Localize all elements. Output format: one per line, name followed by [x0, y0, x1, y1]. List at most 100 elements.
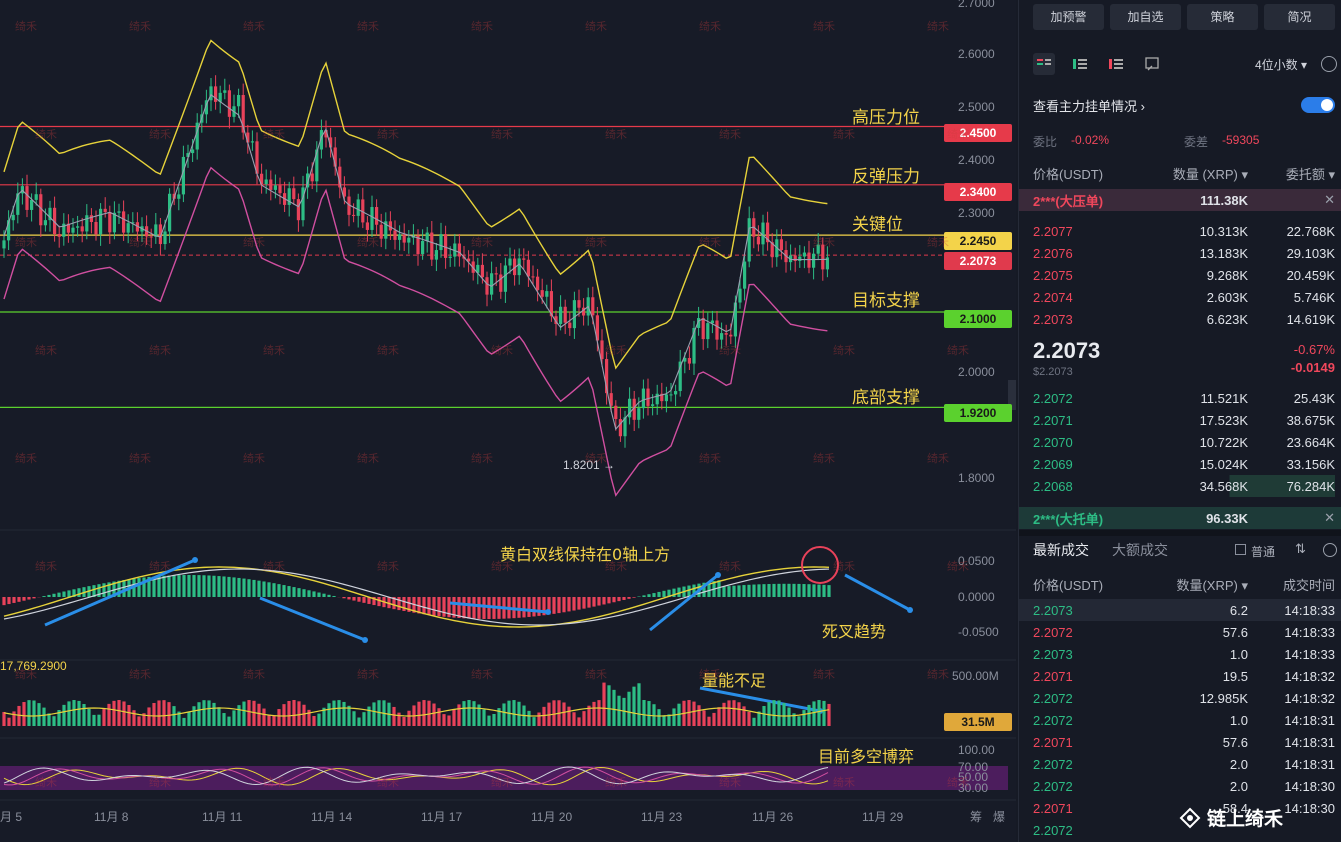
price-tick: 2.0000	[958, 365, 995, 379]
candle-body	[733, 302, 737, 337]
volume-bar	[82, 704, 86, 726]
macd-bar	[622, 597, 626, 600]
volume-left-value: 17,769.2900	[0, 659, 67, 673]
strategy-button[interactable]: 策略	[1187, 4, 1258, 30]
popout-icon[interactable]	[1141, 53, 1163, 75]
volume-bar	[427, 700, 431, 726]
overview-button[interactable]: 简况	[1264, 4, 1335, 30]
big-bid-row[interactable]: 2***(大托单) 96.33K ✕	[1019, 507, 1341, 529]
add-alert-button[interactable]: 加预警	[1033, 4, 1104, 30]
normal-checkbox[interactable]	[1235, 544, 1246, 555]
macd-bar	[742, 585, 746, 597]
macd-bar	[307, 590, 311, 597]
trade-price: 2.2072	[1033, 690, 1073, 706]
main-orders-toggle[interactable]	[1301, 97, 1335, 113]
trade-row: 2.2071 19.5 14:18:32	[1033, 665, 1335, 687]
bid-row[interactable]: 2.2069 15.024K 33.156K	[1033, 453, 1335, 475]
trade-row: 2.2072 2.0 14:18:30	[1033, 775, 1335, 797]
bid-row[interactable]: 2.2070 10.722K 23.664K	[1033, 431, 1335, 453]
trade-col-qty[interactable]: 数量(XRP) ▾	[1176, 577, 1248, 593]
macd-bar	[652, 593, 656, 597]
candlestick-chart[interactable]	[0, 0, 1016, 842]
settings-icon[interactable]	[1321, 56, 1337, 72]
macd-bar	[302, 589, 306, 597]
trade-qty: 1.0	[1229, 646, 1248, 662]
macd-bar	[277, 584, 281, 597]
volume-bar	[332, 700, 336, 726]
volume-bar	[462, 701, 466, 726]
candle-body	[508, 258, 512, 266]
candle-body	[517, 258, 521, 276]
volume-bar	[317, 713, 321, 726]
macd-bar	[562, 597, 566, 613]
level-label-target-support: 目标支撑	[852, 291, 920, 311]
volume-bar	[242, 701, 246, 726]
volume-bar	[777, 700, 781, 726]
candle-body	[25, 186, 29, 210]
volume-bar	[642, 700, 646, 726]
bid-row[interactable]: 2.2072 11.521K 25.43K	[1033, 387, 1335, 409]
tab-large-trades[interactable]: 大额成交	[1112, 542, 1168, 558]
close-icon[interactable]: ✕	[1324, 192, 1335, 207]
col-qty-header-label: 数量 (XRP)	[1172, 166, 1238, 182]
big-ask-row[interactable]: 2***(大压单) 111.38K ✕	[1019, 189, 1341, 211]
settings-icon[interactable]	[1323, 543, 1337, 557]
volume-bar	[297, 701, 301, 726]
orderbook-both-icon[interactable]	[1033, 53, 1055, 75]
candle-body	[421, 240, 425, 255]
trade-col-price: 价格(USDT)	[1033, 577, 1104, 593]
filter-icon[interactable]: ⇅	[1295, 541, 1306, 556]
volume-bar	[757, 711, 761, 726]
bid-row[interactable]: 2.2071 17.523K 38.675K	[1033, 409, 1335, 431]
bid-row[interactable]: 2.2068 34.568K 76.284K	[1033, 475, 1335, 497]
liquidation-button[interactable]: 爆	[993, 810, 1006, 824]
volume-bar	[142, 713, 146, 726]
candle-body	[605, 359, 609, 394]
macd-bar	[732, 585, 736, 597]
death-cross-circle	[801, 546, 839, 584]
ask-row[interactable]: 2.2073 6.623K 14.619K	[1033, 308, 1335, 330]
trend-arrow	[844, 573, 911, 612]
current-price-badge: 2.2073	[944, 252, 1012, 270]
last-price: 2.2073	[1033, 338, 1101, 363]
decimals-select[interactable]: 4位小数 ▾	[1255, 56, 1307, 73]
tab-latest-trades[interactable]: 最新成交	[1033, 542, 1089, 558]
orderbook-asks-icon[interactable]	[1105, 53, 1127, 75]
ask-qty: 10.313K	[1199, 223, 1248, 239]
candle-body	[623, 417, 627, 437]
macd-bar	[472, 597, 476, 619]
volume-bar	[797, 716, 801, 726]
macd-bar	[457, 597, 461, 619]
candle-body	[766, 222, 770, 243]
ask-row[interactable]: 2.2077 10.313K 22.768K	[1033, 220, 1335, 242]
volume-bar	[662, 715, 666, 726]
diff-label: 委差	[1184, 135, 1209, 149]
candle-body	[338, 166, 342, 188]
ask-row[interactable]: 2.2075 9.268K 20.459K	[1033, 264, 1335, 286]
col-qty-header[interactable]: 数量 (XRP) ▾	[1172, 166, 1248, 182]
add-watchlist-button[interactable]: 加自选	[1110, 4, 1181, 30]
chart-area[interactable]: 2.7000 2.6000 2.5000 2.4000 2.3000 2.0000 1.80…	[0, 0, 1016, 842]
volume-bar	[172, 706, 176, 726]
main-orders-link[interactable]: 查看主力挂单情况 ›	[1033, 99, 1145, 114]
chips-button[interactable]: 筹	[970, 810, 983, 824]
volume-bar	[457, 704, 461, 726]
ask-row[interactable]: 2.2076 13.183K 29.103K	[1033, 242, 1335, 264]
ask-row[interactable]: 2.2074 2.603K 5.746K	[1033, 286, 1335, 308]
volume-bar	[572, 712, 576, 726]
col-total-header[interactable]: 委托额 ▾	[1285, 166, 1335, 182]
close-icon[interactable]: ✕	[1324, 510, 1335, 525]
candle-body	[241, 95, 245, 133]
candle-body	[761, 222, 765, 245]
candle-body	[802, 252, 806, 257]
macd-bar	[612, 597, 616, 603]
trade-qty: 58.4	[1222, 800, 1248, 816]
volume-bar	[487, 715, 491, 726]
macd-bar	[757, 584, 761, 597]
volume-bar	[187, 711, 191, 726]
macd-bar	[607, 597, 611, 604]
macd-bar	[477, 597, 481, 619]
bid-price: 2.2069	[1033, 456, 1073, 472]
orderbook-bids-icon[interactable]	[1069, 53, 1091, 75]
macd-bar	[372, 597, 376, 606]
